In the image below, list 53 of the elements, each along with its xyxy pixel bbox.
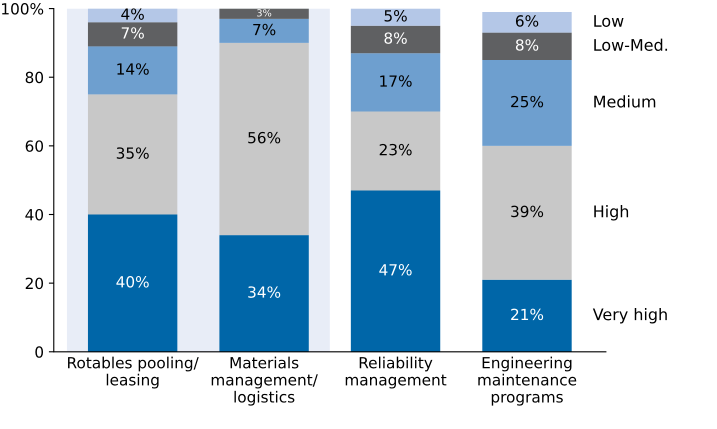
bar — [350, 112, 440, 190]
bar — [219, 18, 309, 43]
data-label: 40% — [116, 276, 149, 288]
bar — [350, 8, 440, 26]
data-label: 56% — [248, 132, 280, 144]
bar — [482, 32, 572, 60]
data-label: 34% — [248, 286, 280, 298]
data-label: 23% — [380, 144, 412, 156]
data-label: 4% — [121, 8, 144, 20]
bar — [350, 190, 440, 352]
y-tick-label: 100% — [2, 3, 44, 15]
data-label: 47% — [379, 264, 412, 276]
x-tick-label: Reliability management — [346, 356, 446, 389]
series-label: Low — [594, 15, 624, 27]
data-label: 25% — [511, 96, 544, 108]
x-tick-label: Rotables pooling/ leasing — [68, 356, 199, 389]
y-tick-label: 0 — [35, 346, 44, 358]
bar — [482, 60, 572, 146]
x-tick-label: Materials management/ logistics — [212, 356, 318, 406]
bar — [88, 8, 178, 22]
bar — [219, 8, 309, 19]
data-label: 14% — [117, 63, 149, 75]
bar — [482, 280, 572, 352]
y-tick-label: 80 — [26, 72, 44, 84]
bar — [482, 12, 572, 33]
data-label: 3% — [257, 9, 272, 17]
series-label: Low-Med. — [594, 38, 668, 51]
series-label: High — [594, 205, 628, 221]
x-tick-label: Engineering maintenance programs — [478, 356, 576, 406]
data-label: 21% — [511, 308, 544, 320]
data-label: 8% — [384, 32, 407, 44]
y-tick-label: 40 — [25, 208, 44, 221]
bar — [88, 22, 178, 46]
y-tick-label: 20 — [26, 278, 44, 290]
bar — [350, 53, 440, 112]
y-tick-label: 60 — [26, 140, 44, 152]
series-label: Very high — [592, 308, 667, 324]
bar — [482, 146, 572, 280]
bar — [219, 42, 309, 236]
bar — [350, 26, 440, 54]
bar — [88, 214, 178, 352]
data-label: 5% — [384, 10, 407, 22]
series-label: Medium — [594, 95, 656, 108]
data-label: 17% — [380, 75, 412, 87]
bar — [88, 94, 178, 214]
bar — [219, 235, 309, 352]
data-label: 7% — [253, 24, 276, 36]
data-label: 8% — [516, 39, 538, 51]
data-label: 7% — [122, 27, 144, 39]
data-label: 39% — [511, 206, 544, 218]
data-label: 6% — [516, 15, 538, 27]
bar — [88, 46, 178, 94]
data-label: 35% — [116, 147, 149, 159]
